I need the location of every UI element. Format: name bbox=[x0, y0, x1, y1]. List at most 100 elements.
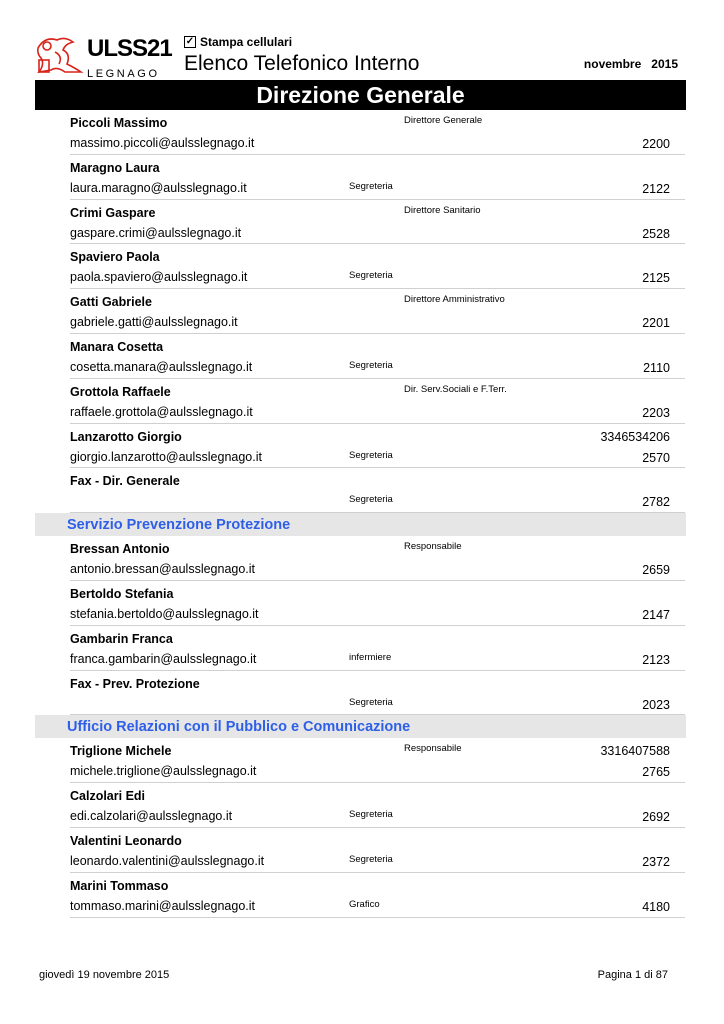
entry-role: Segreteria bbox=[349, 809, 393, 821]
entry-name: Crimi Gaspare bbox=[70, 205, 156, 220]
directory-entry: Piccoli Massimo massimo.piccoli@aulsslegn… bbox=[70, 110, 685, 155]
entry-role: Segreteria bbox=[349, 696, 393, 708]
entry-title: Direttore Sanitario bbox=[404, 204, 481, 216]
directory-entry: Marini Tommaso tommaso.marini@aulsslegnag… bbox=[70, 873, 685, 918]
directory-entry: Maragno Laura laura.maragno@aulsslegnago.… bbox=[70, 155, 685, 200]
entry-name: Valentini Leonardo bbox=[70, 833, 182, 848]
entry-extension: 2528 bbox=[642, 226, 670, 241]
entry-email[interactable]: raffaele.grottola@aulsslegnago.it bbox=[70, 404, 253, 419]
entry-title: Direttore Amministrativo bbox=[404, 294, 505, 306]
svg-text:ULSS21: ULSS21 bbox=[87, 35, 172, 62]
directory-entry: Crimi Gaspare gaspare.crimi@aulsslegnago.… bbox=[70, 200, 685, 245]
entry-extension: 2203 bbox=[642, 405, 670, 420]
department-banner: Direzione Generale bbox=[35, 80, 686, 110]
entry-role: Segreteria bbox=[349, 449, 393, 461]
entry-extension: 2122 bbox=[642, 181, 670, 196]
entry-name: Manara Cosetta bbox=[70, 339, 164, 354]
directory-entry: Bressan Antonio antonio.bressan@aulsslegn… bbox=[70, 536, 685, 581]
entry-name: Bertoldo Stefania bbox=[70, 586, 174, 601]
entry-email[interactable]: franca.gambarin@aulsslegnago.it bbox=[70, 651, 257, 666]
entry-name: Marini Tommaso bbox=[70, 878, 169, 893]
entry-email[interactable]: massimo.piccoli@aulsslegnago.it bbox=[70, 136, 255, 150]
entry-name: Maragno Laura bbox=[70, 160, 160, 175]
footer-date: giovedì 19 novembre 2015 bbox=[39, 969, 170, 981]
entry-extension: 2659 bbox=[642, 563, 670, 578]
document-title: Elenco Telefonico Interno bbox=[184, 52, 420, 75]
entry-extension: 2200 bbox=[642, 137, 670, 151]
directory-entry: Gambarin Franca franca.gambarin@aulsslegn… bbox=[70, 626, 685, 671]
entry-email[interactable]: leonardo.valentini@aulsslegnago.it bbox=[70, 853, 265, 868]
page-number: Pagina 1 di 87 bbox=[597, 969, 668, 981]
entry-mobile: 3346534206 bbox=[600, 429, 670, 444]
entry-email[interactable]: tommaso.marini@aulsslegnago.it bbox=[70, 898, 255, 913]
section-header: Ufficio Relazioni con il Pubblico e Comu… bbox=[35, 715, 686, 739]
entry-name: Gatti Gabriele bbox=[70, 295, 152, 310]
directory-entry: Calzolari Edi edi.calzolari@aulsslegnago.… bbox=[70, 783, 685, 828]
entry-extension: 2110 bbox=[643, 360, 670, 375]
entry-name: Spaviero Paola bbox=[70, 250, 160, 265]
directory-entry: Grottola Raffaele raffaele.grottola@aulss… bbox=[70, 379, 685, 424]
entry-extension: 2125 bbox=[642, 271, 670, 286]
entry-email[interactable]: michele.triglione@aulsslegnago.it bbox=[70, 764, 257, 779]
month: novembre bbox=[583, 57, 642, 71]
entry-name: Fax - Prev. Protezione bbox=[70, 676, 200, 691]
entry-title: Responsabile bbox=[404, 743, 462, 755]
entry-extension: 2123 bbox=[642, 652, 670, 667]
entry-extension: 2147 bbox=[642, 607, 670, 622]
directory-entry: Triglione Michele michele.triglione@aulss… bbox=[70, 738, 685, 784]
directory-entry: Spaviero Paola paola.spaviero@aulsslegnag… bbox=[70, 244, 685, 290]
entry-email[interactable]: cosetta.manara@aulsslegnago.it bbox=[70, 359, 253, 374]
section-header: Servizio Prevenzione Protezione bbox=[35, 513, 686, 537]
entry-extension: 2023 bbox=[642, 697, 670, 712]
checkmark-icon: ✓ bbox=[184, 36, 196, 48]
entry-role: Segreteria bbox=[349, 853, 393, 865]
directory-entry: Manara Cosetta cosetta.manara@aulsslegnag… bbox=[70, 334, 685, 379]
stampa-cellulari-checkbox[interactable]: ✓ Stampa cellulari bbox=[184, 35, 292, 49]
entry-email[interactable]: laura.maragno@aulsslegnago.it bbox=[70, 180, 247, 195]
entry-extension: 2570 bbox=[642, 450, 670, 465]
entry-extension: 2201 bbox=[642, 316, 670, 331]
entry-role: Segreteria bbox=[349, 270, 393, 282]
entry-email[interactable]: paola.spaviero@aulsslegnago.it bbox=[70, 270, 248, 285]
header-date: novembre 2015 bbox=[584, 57, 678, 71]
directory-entry: Fax - Prev. Protezione Segreteria 2023 bbox=[70, 671, 685, 716]
directory-entry: Lanzarotto Giorgio giorgio.lanzarotto@aul… bbox=[70, 424, 685, 469]
entry-name: Triglione Michele bbox=[70, 744, 172, 759]
directory-entry: Gatti Gabriele gabriele.gatti@aulsslegnag… bbox=[70, 289, 685, 334]
entry-role: Segreteria bbox=[349, 359, 393, 371]
directory-list: Piccoli Massimo massimo.piccoli@aulsslegn… bbox=[0, 110, 724, 918]
entry-name: Grottola Raffaele bbox=[70, 384, 171, 399]
entry-name: Piccoli Massimo bbox=[70, 116, 168, 130]
directory-entry: Valentini Leonardo leonardo.valentini@aul… bbox=[70, 828, 685, 873]
year: 2015 bbox=[651, 57, 678, 71]
entry-extension: 2782 bbox=[642, 495, 670, 510]
entry-name: Bressan Antonio bbox=[70, 542, 170, 557]
entry-name: Gambarin Franca bbox=[70, 631, 173, 646]
directory-entry: Fax - Dir. Generale Segreteria 2782 bbox=[70, 468, 685, 514]
entry-title: Direttore Generale bbox=[404, 115, 483, 126]
checkbox-label: Stampa cellulari bbox=[200, 35, 293, 49]
entry-title: Responsabile bbox=[404, 541, 462, 553]
entry-name: Calzolari Edi bbox=[70, 789, 146, 804]
entry-role: Grafico bbox=[349, 898, 380, 910]
entry-email[interactable]: gabriele.gatti@aulsslegnago.it bbox=[70, 315, 238, 330]
entry-name: Fax - Dir. Generale bbox=[70, 474, 180, 489]
entry-extension: 2372 bbox=[642, 854, 670, 869]
entry-email[interactable]: giorgio.lanzarotto@aulsslegnago.it bbox=[70, 449, 262, 464]
svg-text:LEGNAGO: LEGNAGO bbox=[87, 68, 160, 80]
entry-email[interactable]: stefania.bertoldo@aulsslegnago.it bbox=[70, 606, 259, 621]
directory-entry: Bertoldo Stefania stefania.bertoldo@aulss… bbox=[70, 581, 685, 626]
ulss21-logo: ULSS21 LEGNAGO bbox=[37, 35, 173, 80]
entry-role: Segreteria bbox=[349, 180, 393, 192]
entry-mobile: 3316407588 bbox=[600, 744, 670, 759]
entry-title: Dir. Serv.Sociali e F.Terr. bbox=[404, 383, 507, 395]
entry-email[interactable]: gaspare.crimi@aulsslegnago.it bbox=[70, 225, 242, 240]
entry-email[interactable]: antonio.bressan@aulsslegnago.it bbox=[70, 562, 256, 577]
entry-extension: 2692 bbox=[642, 810, 670, 825]
entry-role: infermiere bbox=[349, 651, 392, 663]
entry-name: Lanzarotto Giorgio bbox=[70, 429, 182, 444]
entry-email[interactable]: edi.calzolari@aulsslegnago.it bbox=[70, 809, 233, 824]
entry-extension: 2765 bbox=[642, 765, 670, 780]
entry-role: Segreteria bbox=[349, 494, 393, 506]
